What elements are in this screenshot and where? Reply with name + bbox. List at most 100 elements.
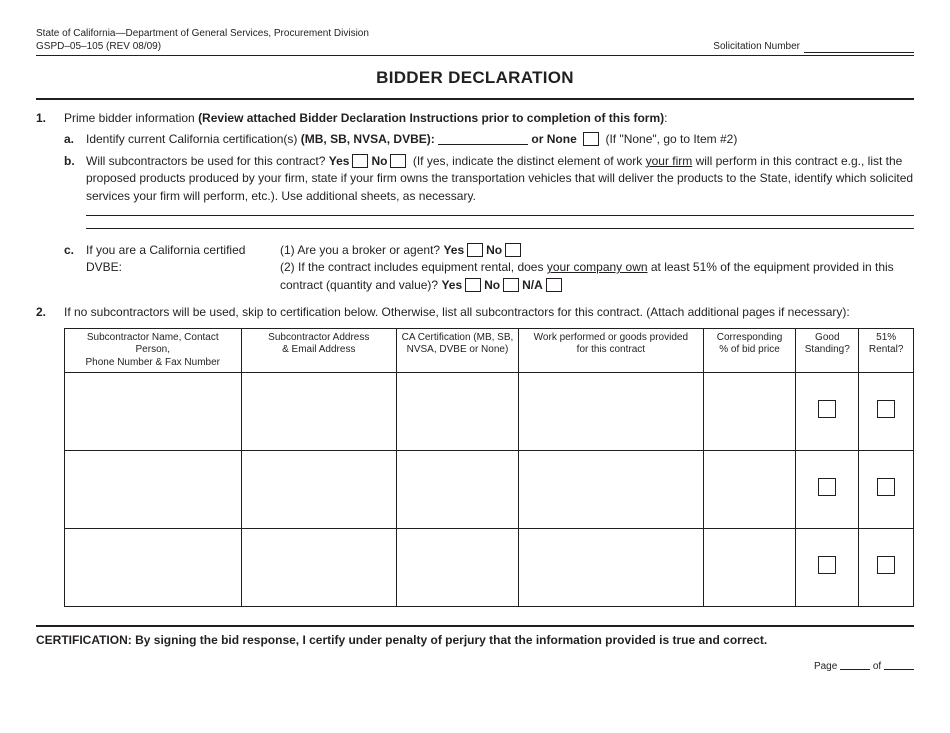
broker-no-checkbox[interactable]: [505, 243, 521, 257]
s1-intro-bold: (Review attached Bidder Declaration Inst…: [198, 111, 664, 125]
section-2-number: 2.: [36, 304, 64, 607]
solicitation-number-field[interactable]: [804, 43, 914, 53]
good-standing-checkbox[interactable]: [818, 478, 836, 496]
table-header-cell: 51%Rental?: [859, 328, 914, 373]
certification-text: CERTIFICATION: By signing the bid respon…: [36, 633, 914, 647]
form-title: BIDDER DECLARATION: [36, 68, 914, 88]
table-body: [65, 373, 914, 607]
s1-c-q2-yes: Yes: [441, 278, 462, 292]
s1-c-q1-no: No: [486, 243, 502, 257]
form-header: State of California—Department of Genera…: [36, 28, 914, 53]
page-current-field[interactable]: [840, 658, 870, 670]
s1-b-yes: Yes: [329, 154, 350, 168]
broker-yes-checkbox[interactable]: [467, 243, 483, 257]
s1-b-body: Will subcontractors be used for this con…: [86, 153, 914, 232]
table-cell[interactable]: [518, 529, 703, 607]
subcontractors-yes-checkbox[interactable]: [352, 154, 368, 168]
table-cell[interactable]: [859, 451, 914, 529]
table-cell[interactable]: [397, 451, 519, 529]
s1-c-right: (1) Are you a broker or agent? Yes No (2)…: [280, 242, 914, 294]
page-number: Page of: [36, 657, 914, 672]
section-1-number: 1.: [36, 110, 64, 294]
table-cell[interactable]: [859, 373, 914, 451]
s1-a-body: Identify current California certificatio…: [86, 131, 914, 148]
table-row: [65, 373, 914, 451]
agency-name: State of California—Department of Genera…: [36, 28, 369, 40]
table-cell[interactable]: [703, 451, 795, 529]
s1-a-label: a.: [64, 131, 86, 148]
s1-b-q: Will subcontractors be used for this con…: [86, 154, 329, 168]
header-rule: [36, 55, 914, 56]
s1-c: c. If you are a California certified DVB…: [64, 242, 914, 294]
table-cell[interactable]: [796, 373, 859, 451]
s1-c-body: If you are a California certified DVBE: …: [86, 242, 914, 294]
s1-c-q2-u: your company own: [547, 260, 648, 274]
own51-na-checkbox[interactable]: [546, 278, 562, 292]
subcontractors-no-checkbox[interactable]: [390, 154, 406, 168]
table-cell[interactable]: [65, 451, 242, 529]
s1-b-line2[interactable]: [86, 228, 914, 229]
s1-b-no: No: [371, 154, 387, 168]
s1-b: b. Will subcontractors be used for this …: [64, 153, 914, 232]
header-right: Solicitation Number: [713, 41, 914, 53]
none-checkbox[interactable]: [583, 132, 599, 146]
form-id: GSPD–05–105 (REV 08/09): [36, 41, 369, 53]
page: State of California—Department of Genera…: [0, 0, 950, 692]
rental-51-checkbox[interactable]: [877, 400, 895, 418]
title-rule: [36, 98, 914, 100]
table-header-cell: GoodStanding?: [796, 328, 859, 373]
good-standing-checkbox[interactable]: [818, 556, 836, 574]
table-cell[interactable]: [241, 529, 397, 607]
s1-c-q2: (2) If the contract includes equipment r…: [280, 259, 914, 294]
s1-c-q2-pre: (2) If the contract includes equipment r…: [280, 260, 547, 274]
table-header-cell: Work performed or goods providedfor this…: [518, 328, 703, 373]
solicitation-label: Solicitation Number: [713, 41, 800, 53]
s1-c-lead: If you are a California certified DVBE:: [86, 242, 280, 294]
table-cell[interactable]: [397, 529, 519, 607]
certification-rule: [36, 625, 914, 627]
own51-no-checkbox[interactable]: [503, 278, 519, 292]
own51-yes-checkbox[interactable]: [465, 278, 481, 292]
good-standing-checkbox[interactable]: [818, 400, 836, 418]
table-cell[interactable]: [518, 373, 703, 451]
s1-a: a. Identify current California certifica…: [64, 131, 914, 148]
rental-51-checkbox[interactable]: [877, 556, 895, 574]
table-cell[interactable]: [703, 529, 795, 607]
s1-c-q1: (1) Are you a broker or agent? Yes No: [280, 242, 914, 259]
table-header-cell: Subcontractor Address& Email Address: [241, 328, 397, 373]
rental-51-checkbox[interactable]: [877, 478, 895, 496]
s2-text: If no subcontractors will be used, skip …: [64, 305, 850, 319]
table-header-row: Subcontractor Name, Contact Person,Phone…: [65, 328, 914, 373]
s1-b-tail-u: your firm: [646, 154, 693, 168]
table-cell[interactable]: [796, 529, 859, 607]
header-left: State of California—Department of Genera…: [36, 28, 369, 53]
page-of: of: [873, 661, 881, 672]
s1-a-note: (If "None", go to Item #2): [602, 132, 737, 146]
page-label: Page: [814, 661, 837, 672]
s1-c-q2-na: N/A: [522, 278, 543, 292]
table-cell[interactable]: [796, 451, 859, 529]
s1-a-ornone: or None: [528, 132, 580, 146]
table-row: [65, 451, 914, 529]
table-cell[interactable]: [703, 373, 795, 451]
table-cell[interactable]: [518, 451, 703, 529]
s1-c-label: c.: [64, 242, 86, 294]
table-cell[interactable]: [859, 529, 914, 607]
section-2-body: If no subcontractors will be used, skip …: [64, 304, 914, 607]
s1-a-bold: (MB, SB, NVSA, DVBE):: [301, 132, 438, 146]
page-total-field[interactable]: [884, 658, 914, 670]
s1-c-q1-pre: (1) Are you a broker or agent?: [280, 243, 443, 257]
table-cell[interactable]: [241, 451, 397, 529]
table-header-cell: Corresponding% of bid price: [703, 328, 795, 373]
s1-intro-plain: Prime bidder information: [64, 111, 198, 125]
table-row: [65, 529, 914, 607]
table-header-cell: Subcontractor Name, Contact Person,Phone…: [65, 328, 242, 373]
table-cell[interactable]: [65, 529, 242, 607]
table-cell[interactable]: [397, 373, 519, 451]
s1-b-line1[interactable]: [86, 215, 914, 216]
cert-field[interactable]: [438, 133, 528, 145]
s1-c-q1-yes: Yes: [443, 243, 464, 257]
table-cell[interactable]: [241, 373, 397, 451]
table-cell[interactable]: [65, 373, 242, 451]
section-2: 2. If no subcontractors will be used, sk…: [36, 304, 914, 607]
